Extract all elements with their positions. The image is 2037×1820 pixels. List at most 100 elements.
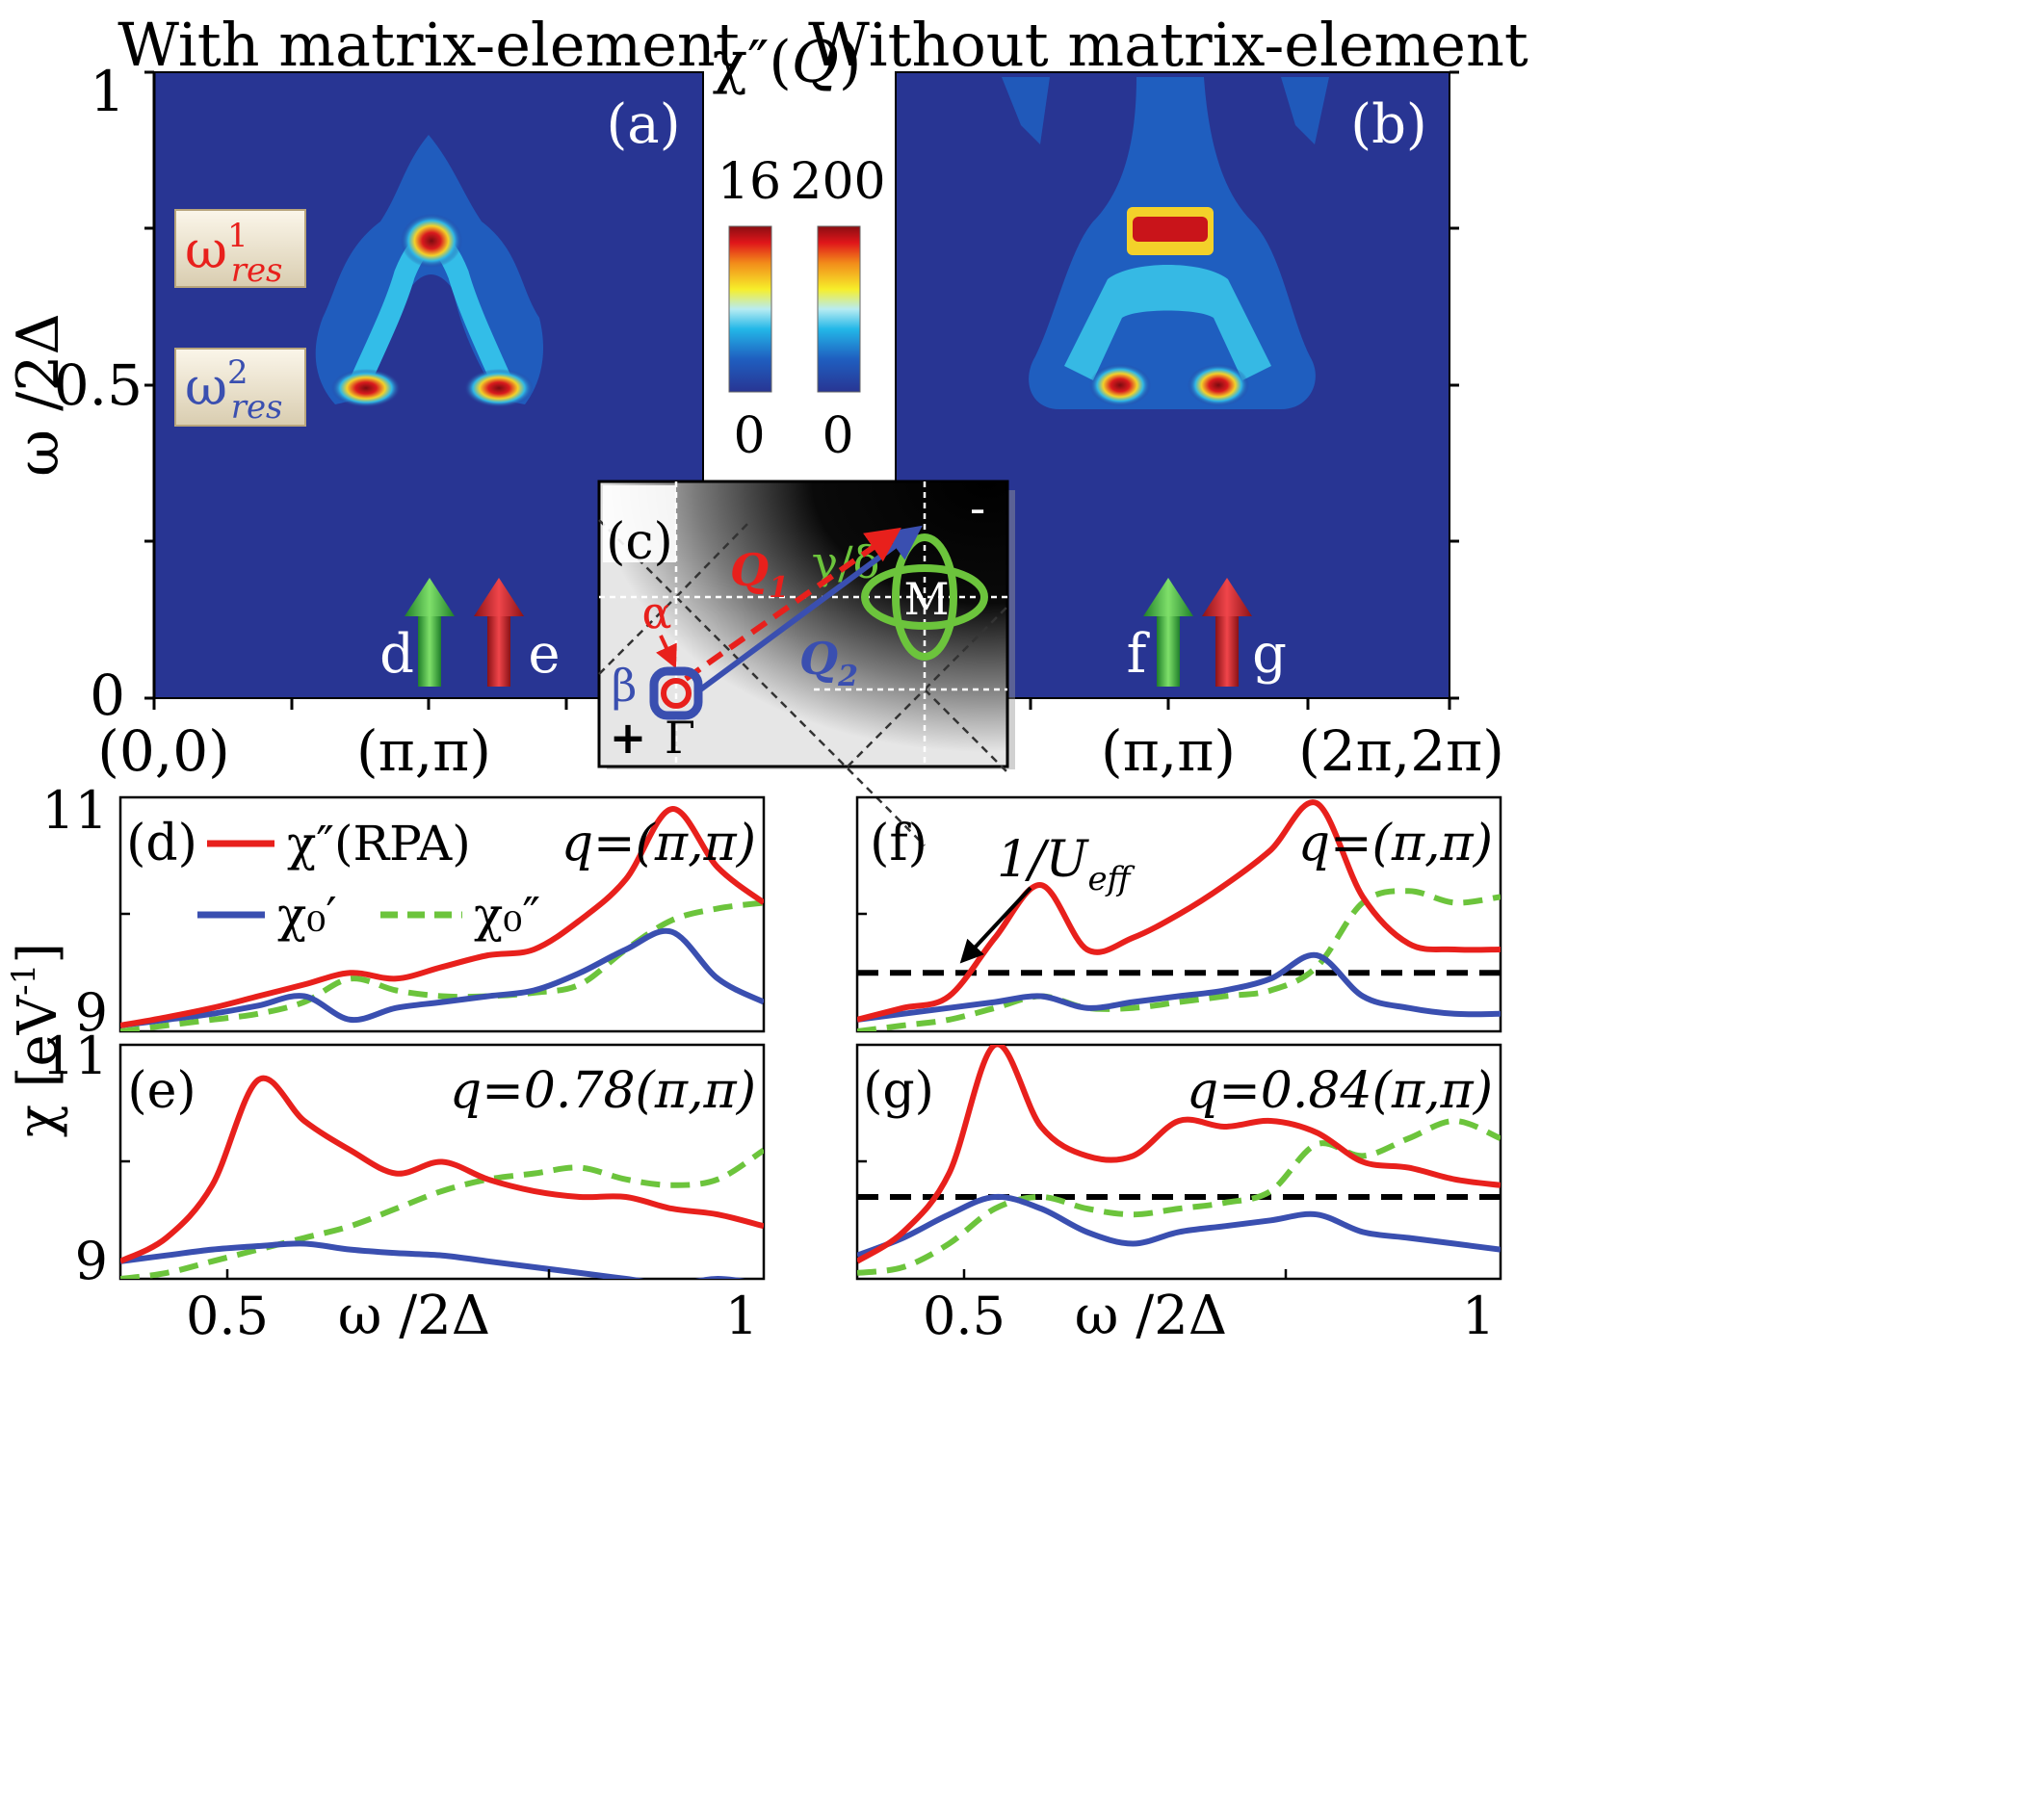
w1-symbol: ω [185, 220, 227, 280]
arrow-d [405, 578, 455, 687]
svg-text:χ [eV-1]: χ [eV-1] [5, 943, 69, 1137]
hole-pocket-beta [649, 666, 703, 720]
legend-rpa-label: χ″(RPA) [287, 816, 471, 871]
panel-g-series-chi0-re [857, 1193, 1501, 1259]
xtick-e-05: 0.5 [186, 1286, 269, 1346]
panel-e-tag: (e) [127, 1062, 196, 1120]
panel-c-plus: + [610, 712, 647, 764]
colorbar-min-b: 0 [822, 407, 853, 465]
panel-f-series [857, 799, 1501, 1031]
panel-e-series [120, 1075, 764, 1279]
line-panels: 11 9 11 9 χ [eV-1] 0.5 1 ω /2Δ 0.5 1 ω /… [5, 780, 1502, 1347]
panel-g-series-chi0-im [857, 1118, 1501, 1276]
panel-g-series [857, 1045, 1501, 1276]
panel-b-frame [1064, 265, 1271, 380]
panel-b-bar-core [1133, 217, 1208, 242]
line-marks [120, 799, 1501, 1279]
w2-sub: res [231, 388, 283, 427]
panel-a-peak-right [464, 369, 534, 407]
panel-a: With matrix-element (a) ω1 res ω2 res d [5, 10, 740, 784]
arrow-e-label: e [528, 623, 560, 686]
panel-a-peak-top [401, 214, 462, 268]
svg-text:Q1: Q1 [730, 544, 789, 605]
panel-d-series [120, 806, 764, 1031]
panel-f-series-chi0-im [857, 888, 1501, 1031]
xtick-2pi2pi: (2π,2π) [1298, 718, 1504, 784]
xtick-e-1: 1 [725, 1286, 758, 1346]
panel-b-peak-left [1089, 364, 1151, 406]
panel-c: (c) - γ/δ M Q1 Q2 α β + Γ [597, 480, 1015, 846]
line-ylabel-sup: -1 [5, 964, 43, 996]
panel-a-ticks [144, 70, 568, 710]
panel-a-features [315, 135, 544, 407]
panel-f-tag: (f) [870, 815, 927, 872]
q1-arrow [684, 527, 901, 682]
panel-f-q: q=(π,π) [1298, 815, 1493, 872]
panel-g-tag: (g) [863, 1062, 934, 1120]
panel-f-series-chi0-re [857, 951, 1501, 1023]
w2-sup: 2 [227, 353, 248, 392]
panel-a-title: With matrix-element [118, 10, 740, 80]
panel-e-series-rpa [120, 1075, 764, 1264]
panel-f-series-rpa [857, 799, 1501, 1023]
q2-label: Q [799, 633, 838, 685]
panel-g-q: q=0.84(π,π) [1187, 1062, 1493, 1120]
colorbar-b [817, 225, 861, 393]
xlabel-e: ω /2Δ [338, 1285, 490, 1347]
ytick-e-11: 11 [41, 1026, 108, 1086]
beta-label: β [612, 660, 638, 712]
ytick-e-9: 9 [75, 1231, 108, 1291]
panel-d-series-chi0-im [120, 899, 764, 1031]
panel-b-tag: (b) [1350, 93, 1427, 156]
gamma-label: Γ [665, 712, 695, 764]
hole-pocket-alpha [661, 678, 692, 709]
line-ticks [120, 912, 1288, 1279]
svg-text:Q2: Q2 [799, 633, 858, 693]
xlabel-g: ω /2Δ [1075, 1285, 1227, 1347]
colorbar-title-chi: χ″( [713, 29, 792, 96]
ytick-d-9: 9 [75, 982, 108, 1043]
panel-d-series-rpa [120, 806, 764, 1028]
map-ylabel: ω /2Δ [5, 313, 72, 477]
colorbar-max-a: 16 [718, 153, 781, 211]
legend-chi0re-label: χ₀′ [277, 887, 337, 943]
panel-b-peak-right [1188, 364, 1249, 406]
colorbar-min-a: 0 [733, 407, 765, 465]
ytick-d-11: 11 [41, 780, 108, 841]
xtick-g-05: 0.5 [923, 1286, 1005, 1346]
panel-e-series-chi0-im [120, 1147, 764, 1279]
q2-sub: 2 [837, 660, 858, 693]
arrow-g [1202, 578, 1252, 687]
alpha-label: α [641, 586, 671, 638]
panel-g-series-rpa [857, 1045, 1501, 1264]
arrow-e [474, 578, 524, 687]
panel-b-ticks [1029, 70, 1459, 710]
panel-d-tag: (d) [126, 815, 197, 872]
electron-pockets [861, 533, 988, 661]
svg-text:1/Ueff: 1/Ueff [997, 831, 1136, 898]
ytick-1: 1 [90, 59, 125, 124]
arrow-d-label: d [379, 623, 414, 686]
xtick-00: (0,0) [97, 718, 230, 784]
ueff-label: 1/U [997, 831, 1090, 889]
colorbar-max-b: 200 [790, 153, 885, 211]
mode-box-2: ω2 res [174, 348, 306, 427]
line-ylabel-close: ] [7, 943, 69, 964]
ueff-arrow [959, 886, 1032, 964]
xtick-pipi-a: (π,π) [356, 718, 491, 784]
svg-text:χ″(Q): χ″(Q) [713, 29, 862, 96]
colorbar-title-close: ) [839, 29, 861, 96]
colorbars: χ″(Q) 16 200 0 0 [713, 29, 886, 465]
panel-b-top-streaks [1002, 77, 1329, 144]
xtick-pipi-b: (π,π) [1101, 718, 1236, 784]
panel-d-series-chi0-re [120, 927, 764, 1028]
arrow-f [1143, 578, 1193, 687]
legend-chi0im-label: χ₀″ [474, 887, 540, 943]
colorbar-a [728, 225, 772, 393]
panel-c-tag: (c) [606, 513, 673, 571]
m-label: M [903, 573, 949, 625]
ytick-0-5: 0.5 [54, 352, 143, 418]
